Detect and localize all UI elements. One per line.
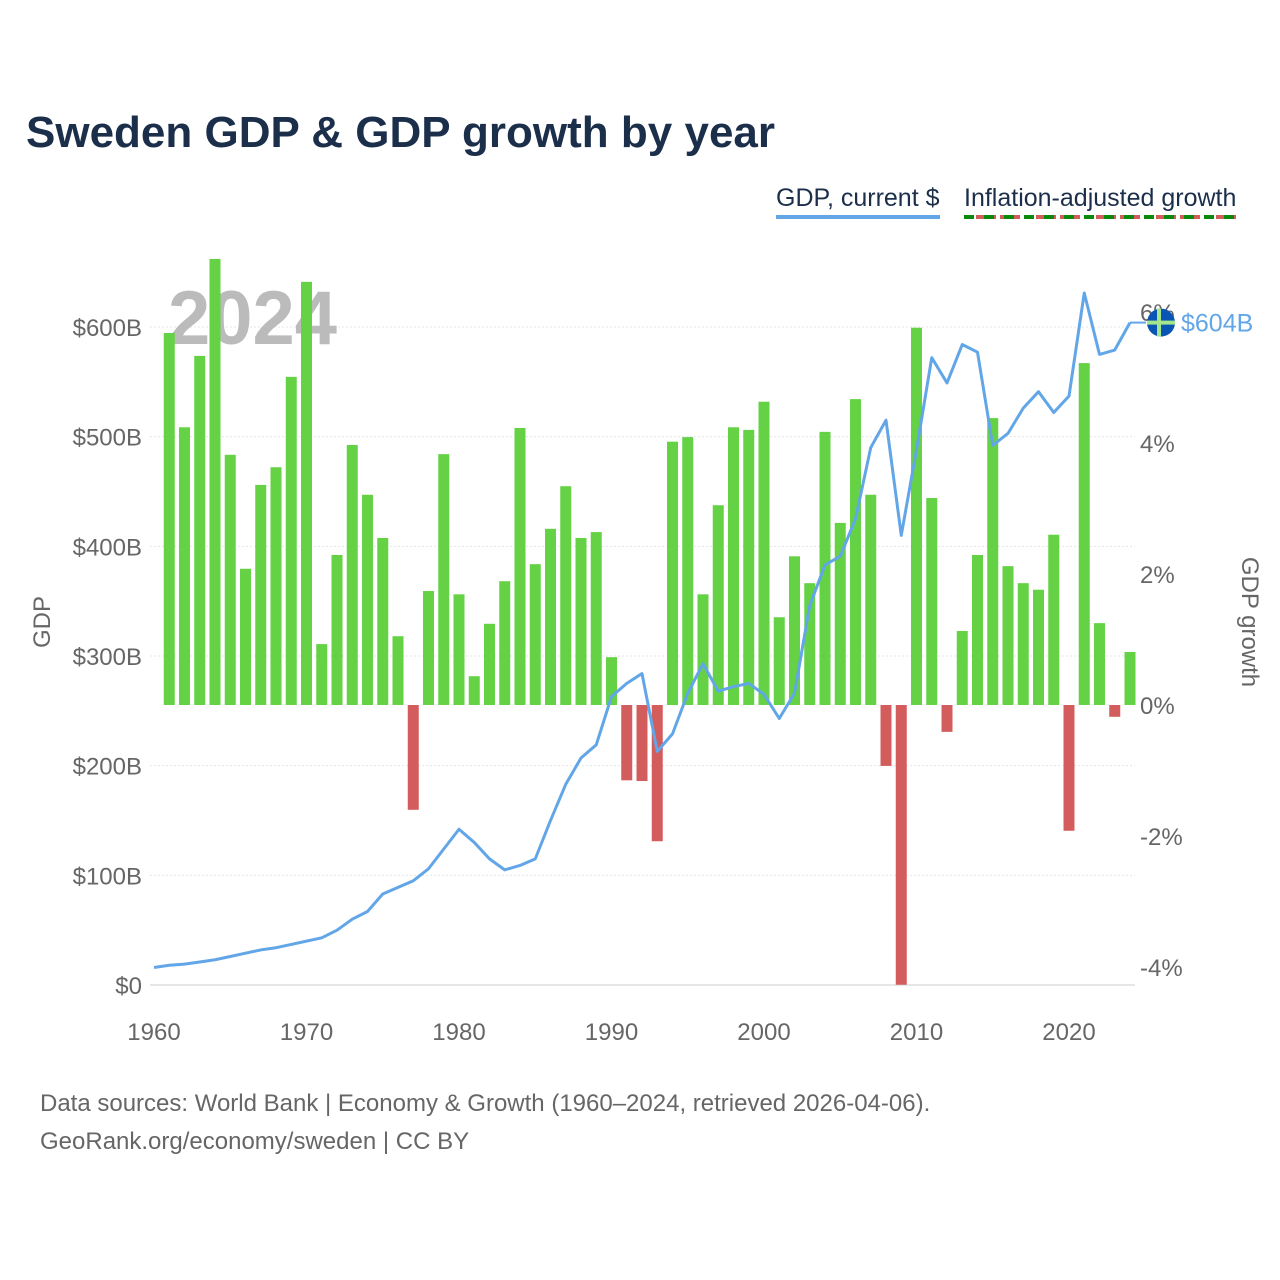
growth-bar (224, 454, 236, 705)
growth-bar (773, 617, 785, 705)
chart-title: Sweden GDP & GDP growth by year (26, 108, 776, 157)
growth-bar (529, 564, 541, 705)
growth-bar (377, 537, 389, 705)
growth-bar (1002, 566, 1014, 705)
growth-bar (1033, 589, 1044, 705)
x-tick-label: 2010 (890, 1019, 943, 1046)
growth-bar (667, 441, 678, 705)
growth-bar (972, 555, 983, 705)
growth-bar (1048, 534, 1060, 705)
growth-bar (453, 594, 465, 705)
growth-bar (895, 705, 907, 985)
legend-growth-label: Inflation-adjusted growth (964, 184, 1237, 212)
growth-bar (636, 705, 648, 781)
growth-bar (270, 467, 282, 705)
growth-bar (911, 327, 922, 705)
y2-tick-label: 0% (1140, 693, 1175, 720)
y-tick-label: $500B (73, 425, 142, 452)
growth-bar (728, 427, 739, 705)
growth-bar (834, 522, 846, 705)
growth-bar (468, 676, 480, 705)
growth-bar (1078, 363, 1090, 705)
y-tick-label: $200B (73, 754, 142, 781)
y2-tick-label: 2% (1140, 562, 1175, 589)
growth-bar (697, 594, 709, 705)
growth-bar (240, 568, 251, 705)
growth-bar (1017, 583, 1029, 705)
growth-bar (423, 591, 434, 705)
growth-bar (651, 705, 663, 842)
y-tick-label: $400B (73, 534, 142, 561)
growth-bar (1094, 623, 1105, 705)
growth-bar (880, 705, 892, 766)
growth-bar (850, 399, 861, 705)
growth-bar (987, 418, 999, 705)
growth-bar (682, 437, 694, 705)
sweden-flag-cross-v (1157, 308, 1161, 337)
growth-bar (758, 401, 770, 705)
growth-bar (346, 444, 358, 705)
growth-bar (804, 583, 816, 705)
growth-bar (1124, 651, 1136, 705)
growth-bar (362, 494, 373, 705)
growth-bar (545, 528, 556, 705)
growth-bar (926, 498, 938, 705)
legend-growth[interactable]: Inflation-adjusted growth (964, 184, 1237, 219)
x-tick-label: 1990 (585, 1019, 638, 1046)
y-axis-label: GDP (29, 596, 56, 648)
y-tick-label: $300B (73, 644, 142, 671)
growth-bar (590, 532, 602, 705)
source-line-2[interactable]: GeoRank.org/economy/sweden | CC BY (40, 1128, 470, 1155)
y2-tick-label: 4% (1140, 431, 1175, 458)
growth-bar (392, 636, 404, 705)
growth-bar (179, 427, 190, 705)
growth-bar (331, 555, 343, 705)
x-tick-label: 1960 (127, 1019, 180, 1046)
growth-bar (865, 494, 877, 705)
growth-bar (499, 581, 511, 705)
y-tick-label: $0 (115, 973, 142, 1000)
growth-bar (712, 505, 724, 705)
x-tick-label: 1980 (432, 1019, 485, 1046)
y2-tick-label: -4% (1140, 955, 1183, 982)
growth-bar (956, 630, 968, 705)
growth-bar (285, 376, 297, 705)
y-tick-label: $600B (73, 315, 142, 342)
growth-bar (301, 281, 312, 705)
growth-bar (1109, 705, 1121, 717)
growth-bar (941, 705, 953, 732)
growth-bar (484, 623, 495, 705)
source-line-1: Data sources: World Bank | Economy & Gro… (40, 1090, 931, 1117)
x-tick-label: 1970 (280, 1019, 333, 1046)
growth-bar (1063, 705, 1075, 831)
growth-bar (560, 486, 572, 705)
growth-bar (789, 556, 800, 705)
growth-bar (407, 705, 419, 810)
y2-tick-label: -2% (1140, 824, 1183, 851)
growth-bar (606, 657, 617, 705)
growth-bar (514, 427, 526, 705)
legend-gdp[interactable]: GDP, current $ (776, 184, 940, 219)
y2-axis-label: GDP growth (1236, 557, 1263, 687)
end-value-label: $604B (1181, 310, 1253, 338)
y-tick-label: $100B (73, 863, 142, 890)
x-tick-label: 2020 (1042, 1019, 1095, 1046)
growth-bar (194, 355, 206, 705)
growth-bar (438, 454, 450, 705)
growth-bar (743, 429, 755, 705)
gdp-line (153, 291, 1132, 969)
growth-bar (575, 537, 587, 705)
growth-bar (621, 705, 633, 781)
growth-bar (316, 644, 328, 705)
growth-bar (163, 332, 175, 705)
growth-bar (255, 484, 267, 705)
growth-bar (209, 258, 221, 705)
x-tick-label: 2000 (737, 1019, 790, 1046)
